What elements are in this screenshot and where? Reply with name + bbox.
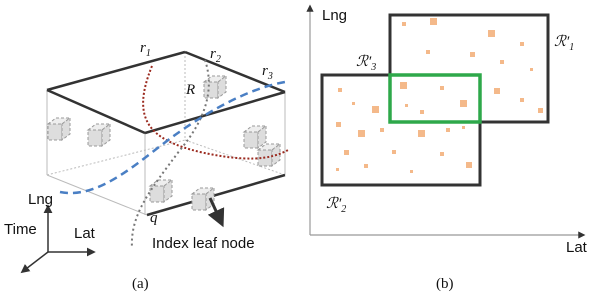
caption-a: (a) (132, 276, 149, 292)
axis-lng: Lng (322, 7, 347, 24)
axis-lat: Lat (566, 239, 588, 256)
region-r2 (322, 75, 480, 185)
axis-lat: Lat (74, 225, 96, 242)
label-region-1: ℛ′1 (554, 34, 574, 53)
label-query: q (150, 210, 158, 226)
label-r1: r1 (140, 40, 151, 59)
callout-label: Index leaf node (152, 235, 255, 252)
axis-lng: Lng (28, 191, 53, 208)
label-part: 2 (341, 204, 346, 215)
figure: r1 r2 r3 R q Lng Time Lat Index leaf nod… (0, 0, 596, 298)
points (336, 18, 543, 173)
axis-time: Time (4, 221, 37, 238)
curve-r2 (132, 60, 209, 248)
label-part: ℛ′ (356, 54, 372, 70)
label-part: ℛ′ (326, 196, 342, 212)
label-region: R (185, 82, 195, 98)
label-part: 1 (146, 48, 151, 59)
label-part: 2 (216, 54, 221, 65)
panel-b: Lng Lat ℛ′1 ℛ′2 ℛ′3 (b) (310, 6, 588, 292)
panel-a: r1 r2 r3 R q Lng Time Lat Index leaf nod… (4, 40, 288, 292)
label-part: 3 (370, 62, 376, 73)
caption-b: (b) (436, 276, 454, 292)
region-r1 (390, 15, 548, 122)
label-part: ℛ′ (554, 34, 570, 50)
label-part: 3 (267, 71, 273, 82)
callout-arrow (210, 198, 222, 224)
label-region-2: ℛ′2 (326, 196, 346, 215)
label-region-3: ℛ′3 (356, 54, 376, 73)
label-r3: r3 (262, 63, 273, 82)
label-part: 1 (569, 42, 574, 53)
